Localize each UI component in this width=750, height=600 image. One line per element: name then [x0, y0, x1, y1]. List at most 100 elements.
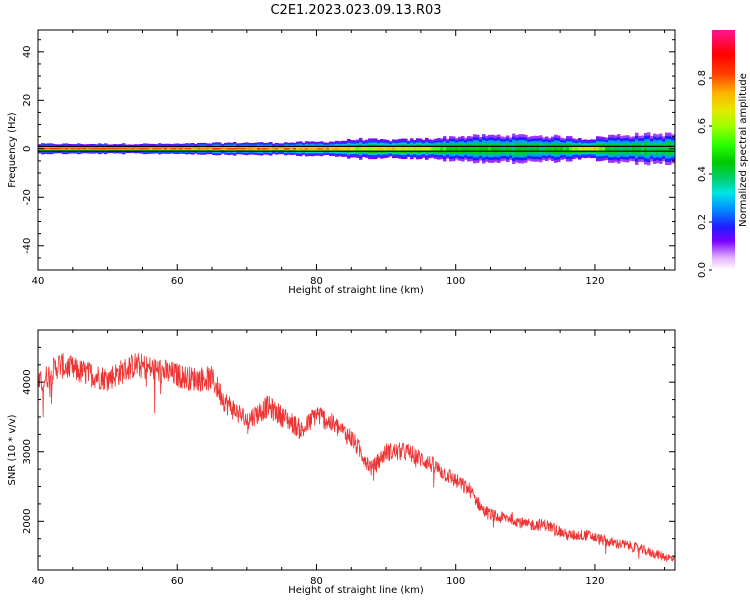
- spectrogram-cell: [494, 147, 498, 151]
- spectrogram-cell: [125, 148, 129, 150]
- snr-series: [38, 352, 675, 563]
- spectrogram-cell: [467, 147, 471, 151]
- snr-x-tick-label: 80: [310, 576, 323, 587]
- spectrogram-cell: [140, 148, 144, 150]
- spectrogram-cell: [149, 148, 153, 150]
- spectrogram-cell: [44, 148, 48, 150]
- spectrogram-cell: [236, 148, 240, 150]
- spectrogram-cell: [335, 147, 339, 150]
- spectrogram-cell: [458, 147, 462, 151]
- spectrogram-cell: [554, 147, 558, 151]
- spectrogram-cell: [539, 147, 543, 151]
- spectrogram-cell: [251, 148, 255, 150]
- spectrogram-cell: [239, 148, 243, 150]
- spectrogram-cell: [578, 147, 582, 151]
- spectrogram-cell: [257, 148, 261, 150]
- spectrogram-cell: [461, 147, 465, 151]
- spectrogram-cell: [284, 148, 288, 150]
- spectrogram-cell: [242, 148, 246, 150]
- spectrogram-cell: [518, 147, 522, 151]
- spectrogram-frame: [37, 29, 676, 271]
- spectrogram-cell: [512, 146, 516, 151]
- spectrogram-cell: [77, 148, 81, 150]
- spectrogram-x-tick-label: 120: [585, 276, 604, 287]
- spectrogram-cell: [446, 147, 450, 150]
- spectrogram-cell: [653, 146, 657, 151]
- spectrogram-cell: [326, 148, 330, 150]
- spectrogram-cell: [473, 147, 477, 151]
- snr-y-tick-label: 2000: [22, 509, 33, 534]
- spectrogram-cell: [245, 148, 249, 150]
- snr-y-tick-label: 4000: [22, 369, 33, 394]
- spectrogram-cell: [455, 147, 459, 151]
- spectrogram-cell: [65, 148, 69, 150]
- spectrogram-cell: [485, 147, 489, 151]
- spectrogram-cell: [617, 147, 621, 151]
- spectrogram-cell: [281, 148, 285, 150]
- spectrogram-cell: [437, 147, 441, 151]
- spectrogram-cell: [320, 147, 324, 150]
- spectrogram-cell: [83, 148, 87, 150]
- spectrogram-cell: [278, 148, 282, 150]
- spectrogram-cell: [80, 148, 84, 150]
- spectrogram-cell: [122, 148, 126, 150]
- spectrogram-cell: [575, 147, 579, 150]
- spectrogram-cell: [299, 147, 303, 150]
- spectrogram-y-label: Frequency (Hz): [7, 112, 18, 188]
- spectrogram-cell: [425, 147, 429, 151]
- spectrogram-cell: [608, 147, 612, 151]
- spectrogram-cell: [407, 147, 411, 150]
- spectrogram-cell: [98, 148, 102, 150]
- spectrogram-cell: [566, 147, 570, 151]
- spectrogram-cell: [197, 148, 201, 150]
- spectrogram-cell: [170, 148, 174, 150]
- spectrogram-cell: [368, 147, 372, 151]
- spectrogram-cell: [200, 148, 204, 150]
- spectrogram-cell: [191, 148, 195, 150]
- spectrogram-cell: [296, 147, 300, 150]
- spectrogram-cell: [311, 147, 315, 150]
- spectrogram-cell: [137, 148, 141, 150]
- spectrogram-cell: [398, 147, 402, 150]
- spectrogram-y-tick-label: 20: [22, 94, 33, 107]
- spectrogram-cell: [59, 148, 63, 150]
- spectrogram-cell: [557, 147, 561, 151]
- colorbar-tick-label: 0.8: [697, 70, 708, 86]
- spectrogram-cell: [464, 147, 468, 151]
- snr-x-tick-label: 60: [171, 576, 184, 587]
- snr-series-line: [38, 352, 675, 563]
- spectrogram-band: [38, 132, 675, 166]
- spectrogram-cell: [503, 147, 507, 151]
- spectrogram-cell: [389, 147, 393, 150]
- spectrogram-cell: [86, 148, 90, 150]
- figure-title: C2E1.2023.023.09.13.R03: [270, 3, 441, 18]
- spectrogram-cell: [593, 147, 597, 150]
- snr-x-tick-label: 100: [446, 576, 465, 587]
- spectrogram-cell: [272, 148, 276, 150]
- spectrogram-cell: [179, 148, 183, 150]
- spectrogram-cell: [419, 147, 423, 151]
- spectrogram-cell: [371, 147, 375, 151]
- spectrogram-cell: [341, 147, 345, 150]
- snr-x-label: Height of straight line (km): [288, 585, 424, 596]
- spectrogram-cell: [482, 147, 486, 151]
- spectrogram-cell: [332, 147, 336, 150]
- spectrogram-cell: [119, 148, 123, 150]
- spectrogram-cell: [656, 147, 660, 151]
- spectrogram-cell: [266, 148, 270, 150]
- spectrogram-cell: [218, 148, 222, 150]
- spectrogram-cell: [47, 148, 51, 150]
- spectrogram-y-tick-label: 0: [22, 146, 33, 152]
- spectrogram-cell: [602, 147, 606, 151]
- spectrogram-cell: [350, 147, 354, 150]
- spectrogram-cell: [470, 147, 474, 151]
- spectrogram-cell: [665, 146, 669, 151]
- spectrogram-x-axis: 40 60 80 100 120: [32, 30, 666, 287]
- spectrogram-cell: [629, 147, 633, 151]
- snr-frame: [37, 329, 676, 571]
- spectrogram-cell: [449, 147, 453, 151]
- spectrogram-cell: [206, 148, 210, 150]
- spectrogram-cell: [542, 147, 546, 151]
- colorbar-tick-label: 0.2: [697, 214, 708, 230]
- spectrogram-cell: [659, 146, 663, 151]
